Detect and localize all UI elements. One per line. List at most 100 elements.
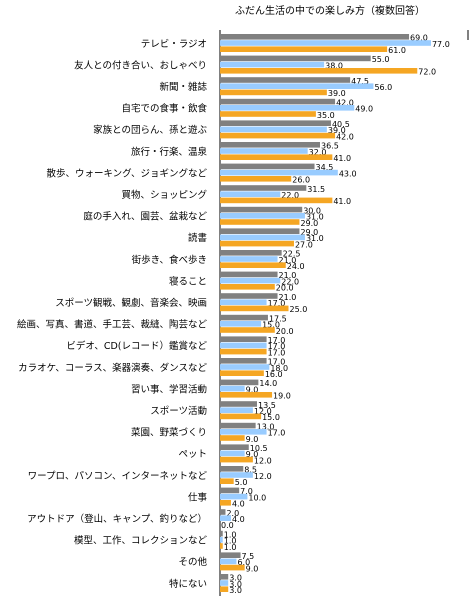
bar bbox=[220, 293, 278, 299]
value-label: 20.0 bbox=[276, 327, 294, 336]
value-label: 24.0 bbox=[287, 262, 305, 271]
category-label: テレビ・ラジオ bbox=[141, 39, 207, 50]
bar bbox=[220, 478, 234, 484]
value-label: 22.0 bbox=[281, 277, 299, 286]
value-label: 2.0 bbox=[226, 509, 239, 518]
value-label: 15.0 bbox=[262, 321, 280, 330]
value-label: 42.0 bbox=[336, 98, 354, 107]
bar bbox=[220, 142, 321, 148]
bar bbox=[220, 98, 336, 105]
bar bbox=[220, 197, 333, 204]
value-label: 39.0 bbox=[328, 89, 346, 98]
category-label: ワープロ、パソコン、インターネットなど bbox=[28, 471, 208, 482]
category-label: 寝ること bbox=[169, 275, 207, 287]
bar bbox=[220, 105, 355, 111]
bar bbox=[220, 370, 264, 376]
value-label: 21.0 bbox=[279, 293, 297, 302]
value-label: 10.5 bbox=[250, 444, 268, 453]
bar bbox=[220, 250, 282, 256]
value-label: 10.0 bbox=[248, 493, 266, 502]
category-label: 仕事 bbox=[188, 491, 208, 503]
category-label: 新聞・雑誌 bbox=[159, 81, 207, 93]
value-label: 61.0 bbox=[388, 46, 406, 55]
value-label: 5.0 bbox=[235, 478, 248, 487]
bar bbox=[220, 358, 267, 364]
category-label: ビデオ、CD(レコード）鑑賞など bbox=[66, 340, 207, 352]
value-label: 3.0 bbox=[229, 580, 242, 589]
value-label: 38.0 bbox=[325, 61, 343, 70]
bar bbox=[220, 277, 281, 284]
category-label: ペット bbox=[178, 449, 207, 460]
value-label: 6.0 bbox=[237, 558, 250, 567]
value-label: 35.0 bbox=[317, 111, 335, 120]
value-label: 3.0 bbox=[229, 574, 242, 583]
bar bbox=[220, 574, 229, 580]
bar bbox=[220, 206, 303, 213]
bar bbox=[220, 493, 248, 500]
bar bbox=[220, 256, 278, 262]
category-label: その他 bbox=[178, 556, 207, 568]
bar bbox=[220, 77, 351, 83]
bar bbox=[220, 314, 268, 321]
category-label: 読書 bbox=[188, 232, 207, 244]
bar bbox=[220, 299, 267, 305]
bar bbox=[220, 515, 231, 521]
bar bbox=[220, 40, 431, 46]
value-label: 20.0 bbox=[276, 284, 294, 293]
value-label: 21.0 bbox=[279, 256, 297, 265]
value-label: 43.0 bbox=[339, 169, 357, 178]
bar bbox=[220, 413, 262, 420]
bar bbox=[220, 163, 315, 170]
value-label: 18.0 bbox=[270, 364, 288, 373]
category-label: 模型、工作、コレクションなど bbox=[74, 535, 208, 547]
value-label: 27.0 bbox=[295, 240, 313, 249]
value-label: 31.0 bbox=[306, 234, 324, 243]
bar bbox=[220, 392, 273, 398]
category-label: 特にない bbox=[169, 578, 207, 590]
bar bbox=[220, 429, 267, 435]
chart-title: ふだん生活の中での楽しみ方（複数回答） bbox=[235, 4, 425, 17]
bar bbox=[220, 530, 223, 537]
value-label: 17.0 bbox=[268, 336, 286, 345]
value-label: 17.0 bbox=[268, 348, 286, 357]
bar bbox=[220, 213, 305, 219]
value-label: 26.0 bbox=[292, 176, 310, 185]
value-label: 1.0 bbox=[224, 543, 237, 552]
value-label: 13.5 bbox=[258, 401, 276, 410]
value-label: 9.0 bbox=[246, 564, 259, 573]
bar bbox=[220, 552, 241, 558]
value-label: 69.0 bbox=[410, 34, 428, 43]
value-label: 0.0 bbox=[221, 521, 234, 530]
bar bbox=[220, 336, 267, 342]
category-label: 絵画、写真、書道、手工芸、裁縫、陶芸など bbox=[17, 319, 208, 331]
bar bbox=[220, 120, 331, 126]
value-label: 16.0 bbox=[265, 370, 283, 379]
bar bbox=[220, 509, 226, 515]
category-label: アウトドア（登山、キャンプ、釣りなど） bbox=[27, 513, 207, 525]
category-label: カラオケ、コーラス、楽器演奏、ダンスなど bbox=[18, 362, 207, 374]
category-label: 友人との付き合い、おしゃべり bbox=[74, 59, 207, 71]
value-label: 8.5 bbox=[244, 466, 257, 475]
bar bbox=[220, 450, 245, 457]
value-label: 12.0 bbox=[254, 456, 272, 465]
bar bbox=[220, 185, 307, 191]
bar bbox=[220, 305, 289, 312]
category-label: 散歩、ウォーキング、ジョギングなど bbox=[46, 167, 207, 179]
bar bbox=[220, 176, 292, 182]
value-label: 12.0 bbox=[254, 407, 272, 416]
value-label: 9.0 bbox=[246, 450, 259, 459]
value-label: 13.0 bbox=[257, 422, 275, 431]
value-label: 72.0 bbox=[418, 68, 436, 77]
value-label: 17.0 bbox=[268, 429, 286, 438]
value-label: 77.0 bbox=[432, 40, 450, 49]
value-label: 9.0 bbox=[246, 385, 259, 394]
category-label: 菜園、野菜づくり bbox=[131, 427, 207, 439]
bar bbox=[220, 327, 275, 333]
bar bbox=[220, 564, 245, 571]
bar bbox=[220, 219, 300, 225]
category-label: スポーツ活動 bbox=[150, 405, 207, 417]
value-label: 7.5 bbox=[242, 552, 255, 561]
bar bbox=[220, 456, 253, 463]
bar bbox=[220, 46, 388, 52]
category-label: 買物、ショッピング bbox=[121, 189, 207, 201]
